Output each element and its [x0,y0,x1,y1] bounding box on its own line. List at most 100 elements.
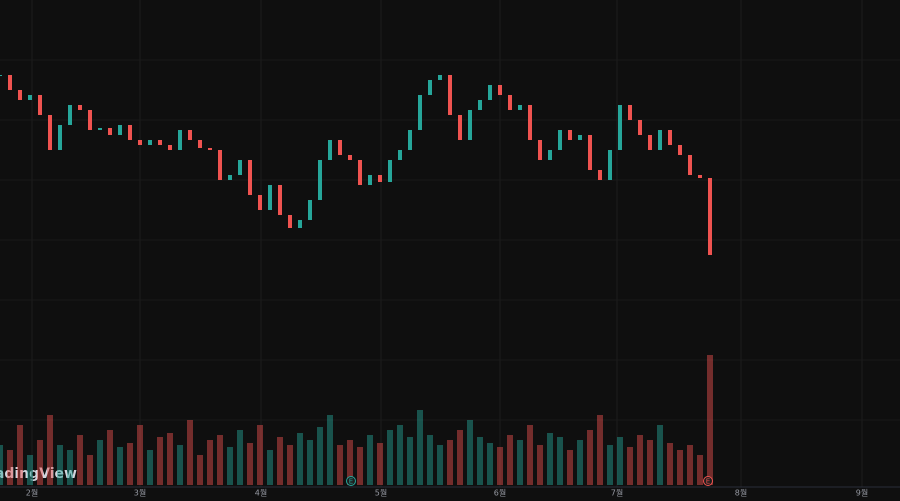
volume-bar [317,427,323,485]
volume-bar [627,447,633,485]
candle [18,90,22,100]
volume-bar [687,445,693,485]
candle [228,175,232,180]
volume-bar [187,420,193,485]
volume-bar [417,410,423,485]
candle [238,160,242,175]
candle [408,130,412,150]
volume-bar [97,440,103,485]
candle [478,100,482,110]
volume-bar [427,435,433,485]
x-tick-label: 8월 [735,488,747,498]
volume-bar [227,447,233,485]
candle [548,150,552,160]
candle [318,160,322,200]
candle [308,200,312,220]
candle [628,105,632,120]
candle [108,128,112,135]
volume-bar [517,440,523,485]
x-tick-label: 6월 [494,488,506,498]
candle [288,215,292,228]
event-marker [346,476,356,486]
volume-bar [87,455,93,485]
candle [688,155,692,175]
candle [498,85,502,95]
candle [148,140,152,145]
x-tick-label: 9월 [856,488,868,498]
volume-bar [487,443,493,485]
candle [258,195,262,210]
candle [538,140,542,160]
volume-bar [667,443,673,485]
candle [658,130,662,150]
x-tick-label: 5월 [375,488,387,498]
volume-bar [447,440,453,485]
event-label: E [706,478,710,486]
volume-bar [457,430,463,485]
volume-bar [407,437,413,485]
candle [378,175,382,182]
candle [588,135,592,170]
candle [348,155,352,160]
volume-bar [327,415,333,485]
candle [28,95,32,100]
candle [268,185,272,210]
candle [58,125,62,150]
volume-bar [237,430,243,485]
candle [468,110,472,140]
volume-bar [707,355,713,485]
volume-bar [147,450,153,485]
candle [198,140,202,148]
volume-bar [477,437,483,485]
volume-bar [387,430,393,485]
candle [438,75,442,80]
volume-bar [597,415,603,485]
candle [638,120,642,135]
volume-bar [367,435,373,485]
candle [488,85,492,100]
volume-bar [257,425,263,485]
candle [188,130,192,140]
volume-bar [347,440,353,485]
candle [88,110,92,130]
event-marker [703,476,713,486]
volume-bar [507,435,513,485]
volume-bar [647,440,653,485]
volume-bar [67,450,73,485]
candle [278,185,282,215]
candle [138,140,142,145]
volume-bar [307,440,313,485]
volume-bar [47,415,53,485]
candle [508,95,512,110]
volume-bar [547,433,553,485]
volume-bar [17,425,23,485]
candle [568,130,572,140]
volume-bar [497,447,503,485]
candle [118,125,122,135]
volume-bar [277,437,283,485]
volume-bar [467,420,473,485]
x-tick-label: 3월 [134,488,146,498]
volume-bar [57,445,63,485]
candle [678,145,682,155]
candle [648,135,652,150]
volume-bar [207,440,213,485]
volume-bar [617,437,623,485]
volume-bar [677,450,683,485]
candle [428,80,432,95]
candle [98,128,102,130]
volume-bar [697,455,703,485]
volume-bar [117,447,123,485]
candle [708,178,712,255]
candle [358,160,362,185]
candle [608,150,612,180]
candle [578,135,582,140]
volume-bar [267,450,273,485]
candle [558,130,562,150]
candle [8,75,12,90]
candle [668,130,672,145]
candle [248,160,252,195]
candle [48,115,52,150]
volume-bar [107,430,113,485]
